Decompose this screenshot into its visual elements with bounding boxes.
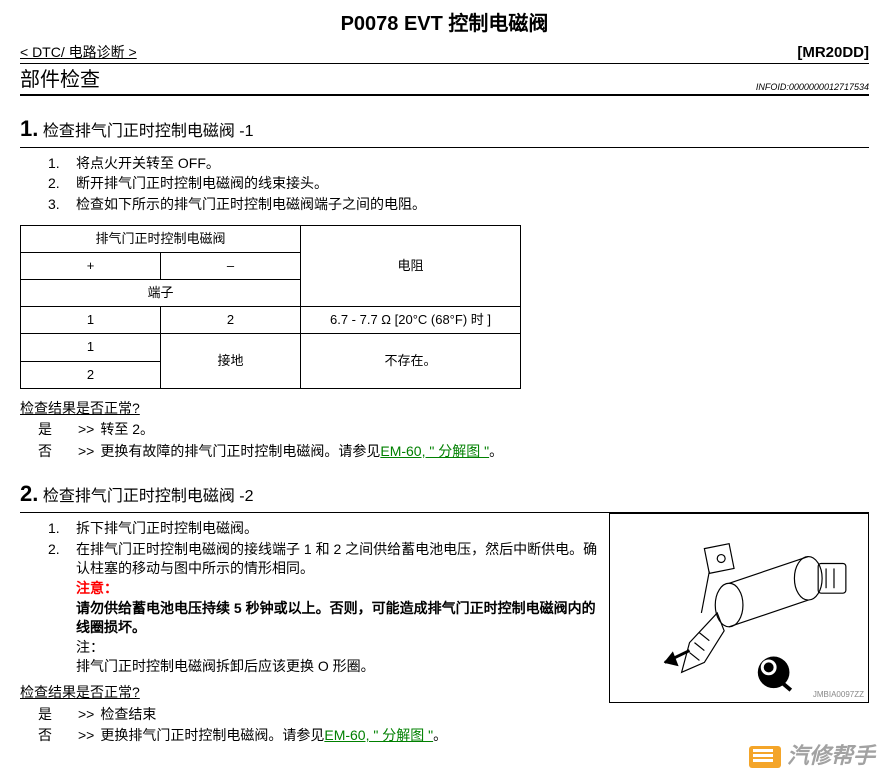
arrow-icon: >> xyxy=(78,420,94,440)
step2-text: 检查排气门正时控制电磁阀 -2 xyxy=(43,488,254,505)
model-code: [MR20DD] xyxy=(797,42,869,63)
step1-heading: 1. 检查排气门正时控制电磁阀 -1 xyxy=(20,114,869,148)
list-item: 3. 检查如下所示的排气门正时控制电磁阀端子之间的电阻。 xyxy=(48,195,869,215)
yes-text: 转至 2。 xyxy=(100,420,154,440)
resistance-table: 排气门正时控制电磁阀 电阻 + – 端子 1 2 6.7 - 7.7 Ω [20… xyxy=(20,225,521,389)
yes-label: 是 xyxy=(38,420,78,440)
li-body: 在排气门正时控制电磁阀的接线端子 1 和 2 之间供给蓄电池电压，然后中断供电。… xyxy=(76,540,599,677)
arrow-icon: >> xyxy=(78,705,94,725)
yes-text: 检查结束 xyxy=(100,705,156,725)
arrow-icon: >> xyxy=(78,726,94,746)
watermark: 汽修帮手 xyxy=(749,741,875,772)
step2-body: 1. 拆下排气门正时控制电磁阀。 2. 在排气门正时控制电磁阀的接线端子 1 和 … xyxy=(20,513,599,746)
li-text: 在排气门正时控制电磁阀的接线端子 1 和 2 之间供给蓄电池电压，然后中断供电。… xyxy=(76,540,599,579)
section-title: 部件检查 xyxy=(20,66,100,94)
li-num: 2. xyxy=(48,174,62,194)
yes-label: 是 xyxy=(38,705,78,725)
list-item: 1. 拆下排气门正时控制电磁阀。 xyxy=(48,519,599,539)
li-num: 1. xyxy=(48,154,62,174)
infoid: INFOID:0000000012717534 xyxy=(756,81,869,94)
check-question: 检查结果是否正常? xyxy=(20,399,869,419)
li-num: 1. xyxy=(48,519,62,539)
yes-row-2: 是 >> 检查结束 xyxy=(38,705,599,725)
step1-list: 1. 将点火开关转至 OFF。 2. 断开排气门正时控制电磁阀的线束接头。 3. 检查… xyxy=(48,154,869,215)
step1-text: 检查排气门正时控制电磁阀 -1 xyxy=(43,123,254,140)
th-plus: + xyxy=(21,252,161,279)
check-question-2: 检查结果是否正常? xyxy=(20,683,599,703)
period: 。 xyxy=(433,726,447,746)
no-text: 更换有故障的排气门正时控制电磁阀。请参见 xyxy=(100,442,380,462)
step2-num: 2. xyxy=(20,481,38,506)
yes-row: 是 >> 转至 2。 xyxy=(38,420,869,440)
li-num: 3. xyxy=(48,195,62,215)
cell: 6.7 - 7.7 Ω [20°C (68°F) 时 ] xyxy=(301,307,521,334)
arrow-icon: >> xyxy=(78,442,94,462)
li-text: 断开排气门正时控制电磁阀的线束接头。 xyxy=(76,174,328,194)
cell: 2 xyxy=(161,307,301,334)
watermark-text: 汽修帮手 xyxy=(787,741,875,772)
cell: 不存在。 xyxy=(301,334,521,388)
list-item: 2. 在排气门正时控制电磁阀的接线端子 1 和 2 之间供给蓄电池电压，然后中断… xyxy=(48,540,599,677)
step1-num: 1. xyxy=(20,116,38,141)
header-row: < DTC/ 电路诊断 > [MR20DD] xyxy=(20,42,869,64)
page-title: P0078 EVT 控制电磁阀 xyxy=(20,10,869,38)
no-label: 否 xyxy=(38,726,78,746)
cell: 1 xyxy=(21,307,161,334)
note-text: 排气门正时控制电磁阀拆卸后应该更换 O 形圈。 xyxy=(76,657,599,677)
li-text: 拆下排气门正时控制电磁阀。 xyxy=(76,519,258,539)
cell: 1 xyxy=(21,334,161,361)
caution-label: 注意： xyxy=(76,579,599,599)
link-em60[interactable]: EM-60, " 分解图 " xyxy=(380,442,489,462)
li-text: 将点火开关转至 OFF。 xyxy=(76,154,220,174)
th-terminal: 端子 xyxy=(21,279,301,306)
no-row: 否 >> 更换有故障的排气门正时控制电磁阀。请参见 EM-60, " 分解图 "… xyxy=(38,442,869,462)
list-item: 2. 断开排气门正时控制电磁阀的线束接头。 xyxy=(48,174,869,194)
no-label: 否 xyxy=(38,442,78,462)
section-row: 部件检查 INFOID:0000000012717534 xyxy=(20,64,869,96)
watermark-icon xyxy=(749,746,781,768)
link-em60-2[interactable]: EM-60, " 分解图 " xyxy=(324,726,433,746)
solenoid-icon xyxy=(610,514,868,702)
breadcrumb: < DTC/ 电路诊断 > xyxy=(20,43,137,63)
period: 。 xyxy=(489,442,503,462)
list-item: 1. 将点火开关转至 OFF。 xyxy=(48,154,869,174)
cell: 接地 xyxy=(161,334,301,388)
solenoid-figure: JMBIA0097ZZ xyxy=(609,513,869,703)
cell: 2 xyxy=(21,361,161,388)
no-row-2: 否 >> 更换排气门正时控制电磁阀。请参见 EM-60, " 分解图 " 。 xyxy=(38,726,599,746)
note-label: 注： xyxy=(76,638,599,658)
no-text: 更换排气门正时控制电磁阀。请参见 xyxy=(100,726,324,746)
step2-heading: 2. 检查排气门正时控制电磁阀 -2 xyxy=(20,479,869,513)
th-minus: – xyxy=(161,252,301,279)
th-solenoid: 排气门正时控制电磁阀 xyxy=(21,225,301,252)
caution-text: 请勿供给蓄电池电压持续 5 秒钟或以上。否则，可能造成排气门正时控制电磁阀内的线… xyxy=(76,599,599,638)
th-resistance: 电阻 xyxy=(301,225,521,307)
li-num: 2. xyxy=(48,540,62,677)
li-text: 检查如下所示的排气门正时控制电磁阀端子之间的电阻。 xyxy=(76,195,426,215)
figure-code: JMBIA0097ZZ xyxy=(813,689,864,700)
